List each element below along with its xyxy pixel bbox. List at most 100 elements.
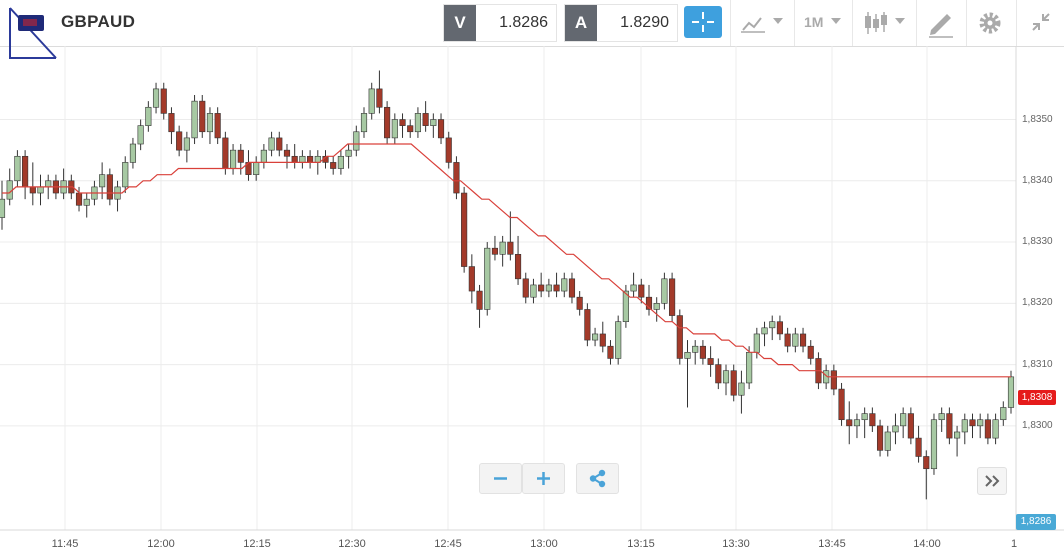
candle (145, 101, 152, 132)
sell-price: 1.8286 (499, 14, 548, 31)
y-tick-label: 1,8310 (1022, 358, 1053, 370)
share-icon (589, 469, 606, 488)
candle (599, 321, 606, 353)
candle (661, 272, 668, 310)
x-tick-label: 14:00 (913, 538, 941, 550)
x-tick-label: 12:15 (243, 538, 271, 550)
candle (730, 364, 737, 402)
candle (360, 107, 368, 138)
candle (291, 144, 298, 169)
scroll-to-latest-button[interactable] (977, 467, 1007, 495)
settings-button[interactable] (967, 0, 1015, 46)
candle (1000, 401, 1007, 426)
candle (630, 272, 637, 298)
candle-style-button[interactable] (853, 0, 915, 46)
share-button[interactable] (576, 463, 619, 494)
timeframe-button[interactable] (795, 0, 851, 46)
zoom-out-icon (494, 477, 507, 480)
candle (538, 272, 545, 298)
collapse-button[interactable] (1017, 0, 1063, 46)
candle (954, 425, 961, 457)
crosshair-button[interactable] (684, 6, 722, 38)
candle (961, 413, 968, 445)
candle (769, 315, 776, 341)
candle (484, 242, 491, 316)
candle (422, 101, 429, 132)
x-tick-label: 12:45 (434, 538, 462, 550)
candle (946, 407, 953, 445)
candle (29, 162, 36, 206)
candle (761, 321, 768, 347)
x-tick-label: 12:30 (338, 538, 366, 550)
candle (699, 340, 706, 365)
candle (876, 419, 884, 457)
candle (861, 407, 868, 439)
candle (407, 119, 414, 138)
candle (545, 278, 552, 298)
candle (938, 407, 945, 432)
candle (930, 413, 938, 475)
candle (152, 82, 160, 114)
candle (799, 327, 807, 353)
candle (299, 150, 306, 169)
candle (430, 113, 437, 138)
current-price-label: 1,8308 (1018, 390, 1056, 405)
candle (669, 272, 676, 322)
chart-type-button[interactable] (731, 0, 793, 46)
candle (199, 95, 206, 138)
candle (461, 186, 468, 273)
candle (245, 150, 252, 181)
zoom-in-button[interactable] (522, 463, 565, 494)
price-chart[interactable] (0, 46, 1064, 557)
zoom-out-button[interactable] (479, 463, 522, 494)
candle (168, 107, 175, 145)
toolbar: GBPAUD V 1.8286 A 1.8290 1M (0, 0, 1064, 59)
candle (353, 125, 360, 157)
candle (869, 407, 876, 432)
candle (692, 340, 699, 365)
symbol-title: GBPAUD (61, 12, 136, 31)
draw-tools-button[interactable] (917, 0, 965, 46)
x-tick-label: 13:00 (530, 538, 558, 550)
chevron-down-icon (831, 18, 841, 24)
candle (584, 303, 591, 347)
candle (923, 450, 930, 500)
candle (684, 340, 691, 408)
candle (206, 107, 214, 145)
candle (176, 125, 183, 157)
corner-triangle-icon (9, 7, 57, 59)
candle (499, 235, 506, 267)
candle (553, 272, 560, 298)
buy-quote[interactable]: A 1.8290 (564, 4, 678, 42)
zoom-in-icon (537, 472, 550, 485)
candle (183, 131, 190, 163)
crosshair-icon (692, 12, 714, 32)
collapse-icon (1032, 13, 1050, 31)
flag-icon (18, 15, 44, 31)
candle (99, 162, 106, 200)
candle (229, 144, 237, 175)
candle (445, 131, 452, 169)
candle (576, 291, 583, 316)
candle (915, 425, 922, 463)
chevron-down-icon (895, 18, 905, 24)
candle (622, 284, 629, 328)
candle (491, 235, 499, 261)
candle (645, 284, 653, 316)
candle (592, 327, 599, 347)
candle (900, 407, 907, 439)
candle (738, 370, 745, 414)
candle (414, 107, 421, 138)
candle (977, 413, 984, 439)
x-tick-label: 12:00 (147, 538, 175, 550)
candle (530, 278, 537, 304)
y-tick-label: 1,8350 (1022, 113, 1053, 125)
candle (846, 401, 853, 445)
pencil-icon (929, 14, 953, 38)
candle (722, 364, 730, 396)
candle (253, 156, 260, 181)
candle (792, 327, 799, 353)
chevron-down-icon (773, 18, 783, 24)
sell-quote[interactable]: V 1.8286 (443, 4, 557, 42)
timeframe-label: 1M (804, 14, 824, 30)
